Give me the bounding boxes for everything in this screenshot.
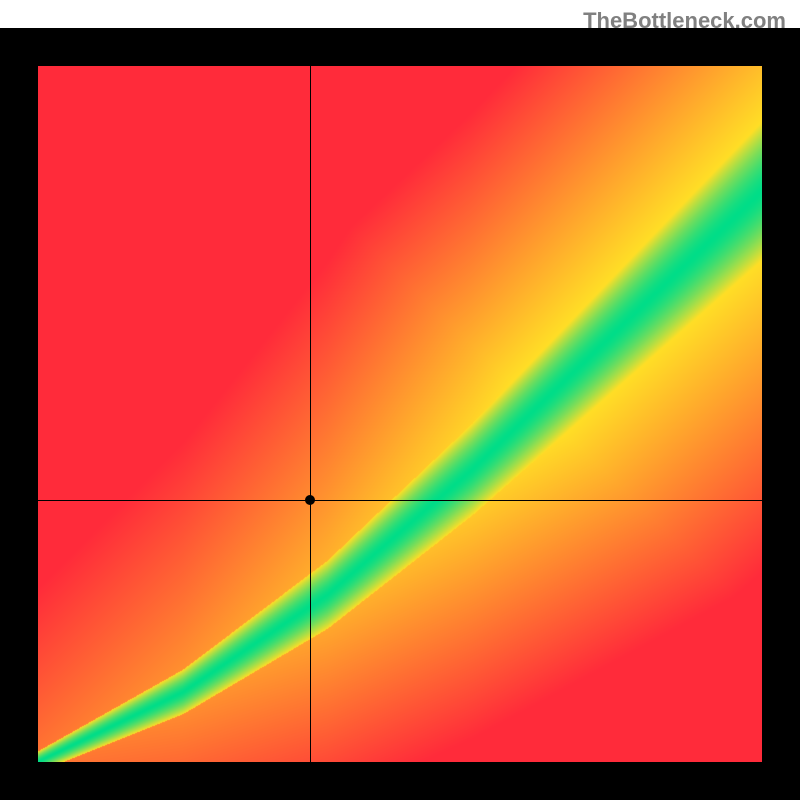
image-container: TheBottleneck.com — [0, 0, 800, 800]
heatmap-plot — [38, 66, 762, 762]
heatmap-canvas — [38, 66, 762, 762]
watermark-text: TheBottleneck.com — [583, 8, 786, 34]
crosshair-vertical-line — [310, 66, 311, 762]
crosshair-horizontal-line — [38, 500, 762, 501]
